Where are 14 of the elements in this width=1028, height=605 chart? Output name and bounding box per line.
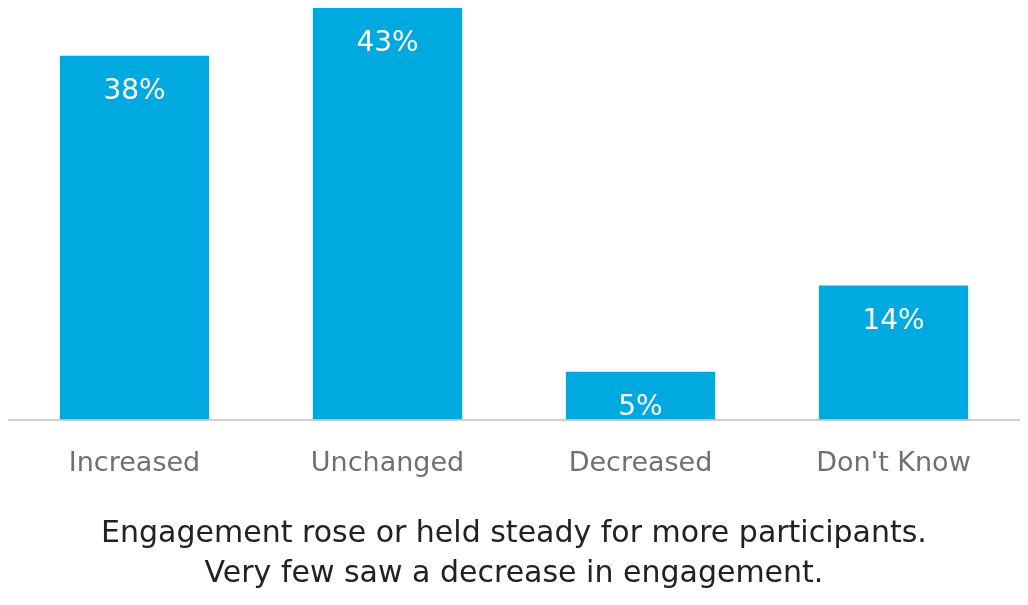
- data-label: 43%: [356, 25, 419, 59]
- data-label: 5%: [618, 389, 663, 423]
- data-label: 38%: [103, 73, 166, 107]
- bar: [818, 285, 969, 420]
- bar: [59, 55, 210, 420]
- text: Engagement rose or held steady for more participants.: [100, 513, 928, 551]
- x-tick-label: Unchanged: [310, 445, 465, 477]
- bar: [312, 8, 463, 420]
- data-label: 14%: [862, 302, 925, 336]
- x-tick-label: Don't Know: [816, 445, 971, 477]
- text: Very few saw a decrease in engagement.: [203, 553, 825, 591]
- x-tick-label: Increased: [68, 445, 201, 477]
- bar: [565, 371, 716, 420]
- x-tick-label: Decreased: [568, 445, 713, 477]
